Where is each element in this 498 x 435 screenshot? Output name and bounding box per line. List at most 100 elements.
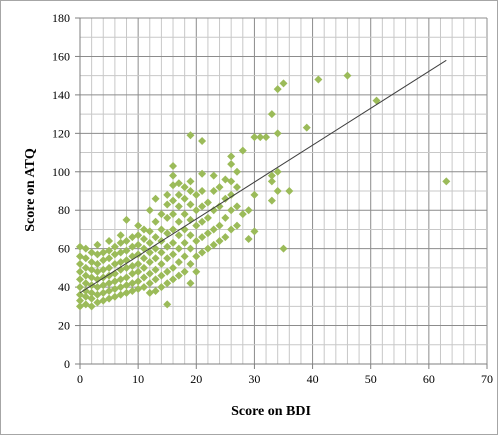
- data-point: [180, 267, 189, 276]
- data-point: [180, 210, 189, 219]
- data-point: [238, 146, 247, 155]
- data-point: [174, 217, 183, 226]
- data-point: [169, 238, 178, 247]
- data-point: [192, 252, 201, 261]
- data-point: [250, 133, 259, 142]
- axes: [75, 17, 488, 369]
- data-point: [139, 283, 148, 292]
- data-point: [157, 271, 166, 280]
- data-point: [105, 263, 114, 272]
- data-point: [139, 273, 148, 282]
- data-point: [174, 179, 183, 188]
- data-point: [442, 177, 451, 186]
- data-point: [169, 196, 178, 205]
- y-axis-title: Score on ATQ: [23, 148, 38, 232]
- data-point: [232, 221, 241, 230]
- x-tick-label: 0: [77, 372, 83, 386]
- data-point: [232, 202, 241, 211]
- data-point: [105, 254, 114, 263]
- data-point: [139, 263, 148, 272]
- data-point: [267, 171, 276, 180]
- y-tick-label: 0: [64, 357, 70, 371]
- data-point: [169, 210, 178, 219]
- data-point: [198, 202, 207, 211]
- x-tick-label: 50: [365, 372, 377, 386]
- x-axis-title: Score on BDI: [231, 404, 311, 419]
- data-point: [81, 244, 90, 253]
- data-point: [262, 133, 271, 142]
- data-point: [267, 196, 276, 205]
- data-point: [163, 242, 172, 251]
- data-point: [145, 227, 154, 236]
- data-point: [163, 190, 172, 199]
- data-point: [203, 213, 212, 222]
- data-point: [157, 248, 166, 257]
- data-point: [169, 250, 178, 259]
- data-point: [105, 246, 114, 255]
- data-point: [232, 183, 241, 192]
- data-point: [122, 215, 131, 224]
- data-point: [151, 254, 160, 263]
- data-point: [203, 229, 212, 238]
- data-point: [186, 177, 195, 186]
- data-point: [227, 190, 236, 199]
- data-point: [227, 177, 236, 186]
- data-point: [76, 267, 84, 276]
- y-tick-label: 40: [58, 280, 70, 294]
- data-point: [221, 194, 230, 203]
- data-point: [157, 225, 166, 234]
- data-point: [76, 275, 84, 284]
- data-point: [134, 221, 143, 230]
- data-point: [192, 236, 201, 245]
- data-point: [186, 231, 195, 240]
- data-point: [209, 171, 218, 180]
- data-point: [134, 250, 143, 259]
- y-tick-label: 100: [52, 165, 70, 179]
- data-point: [192, 267, 201, 276]
- data-point: [244, 206, 253, 215]
- data-point: [215, 202, 224, 211]
- data-point: [134, 267, 143, 276]
- data-point: [232, 167, 241, 176]
- data-point: [250, 190, 259, 199]
- data-point: [122, 246, 131, 255]
- data-point: [145, 269, 154, 278]
- data-point: [163, 279, 172, 288]
- y-tick-label: 140: [52, 88, 70, 102]
- data-point: [151, 275, 160, 284]
- data-point: [163, 200, 172, 209]
- y-tick-label: 180: [52, 11, 70, 25]
- data-point: [192, 221, 201, 230]
- data-points: [76, 71, 451, 311]
- data-point: [273, 85, 282, 94]
- data-point: [209, 206, 218, 215]
- data-point: [163, 213, 172, 222]
- data-point: [273, 187, 282, 195]
- data-point: [151, 217, 160, 226]
- data-point: [285, 187, 294, 195]
- data-point: [267, 177, 276, 186]
- data-point: [145, 206, 154, 215]
- y-tick-label: 60: [58, 242, 70, 256]
- data-point: [203, 198, 212, 207]
- data-point: [192, 206, 201, 215]
- data-point: [134, 277, 143, 286]
- data-point: [209, 187, 218, 195]
- data-point: [139, 235, 148, 244]
- data-point: [186, 244, 195, 253]
- data-point: [169, 275, 178, 284]
- data-point: [238, 210, 247, 219]
- data-point: [81, 254, 90, 263]
- data-point: [163, 300, 172, 309]
- tick-labels: 0 10 20 30 40 50 60 70 0 20 40 60 80 100 120 140 160 180: [52, 11, 493, 386]
- data-point: [256, 133, 265, 142]
- data-point: [186, 200, 195, 209]
- data-point: [198, 248, 207, 257]
- x-tick-label: 40: [307, 372, 319, 386]
- data-point: [76, 260, 84, 269]
- data-point: [174, 258, 183, 267]
- data-point: [151, 265, 160, 274]
- data-point: [273, 167, 282, 176]
- data-point: [157, 260, 166, 269]
